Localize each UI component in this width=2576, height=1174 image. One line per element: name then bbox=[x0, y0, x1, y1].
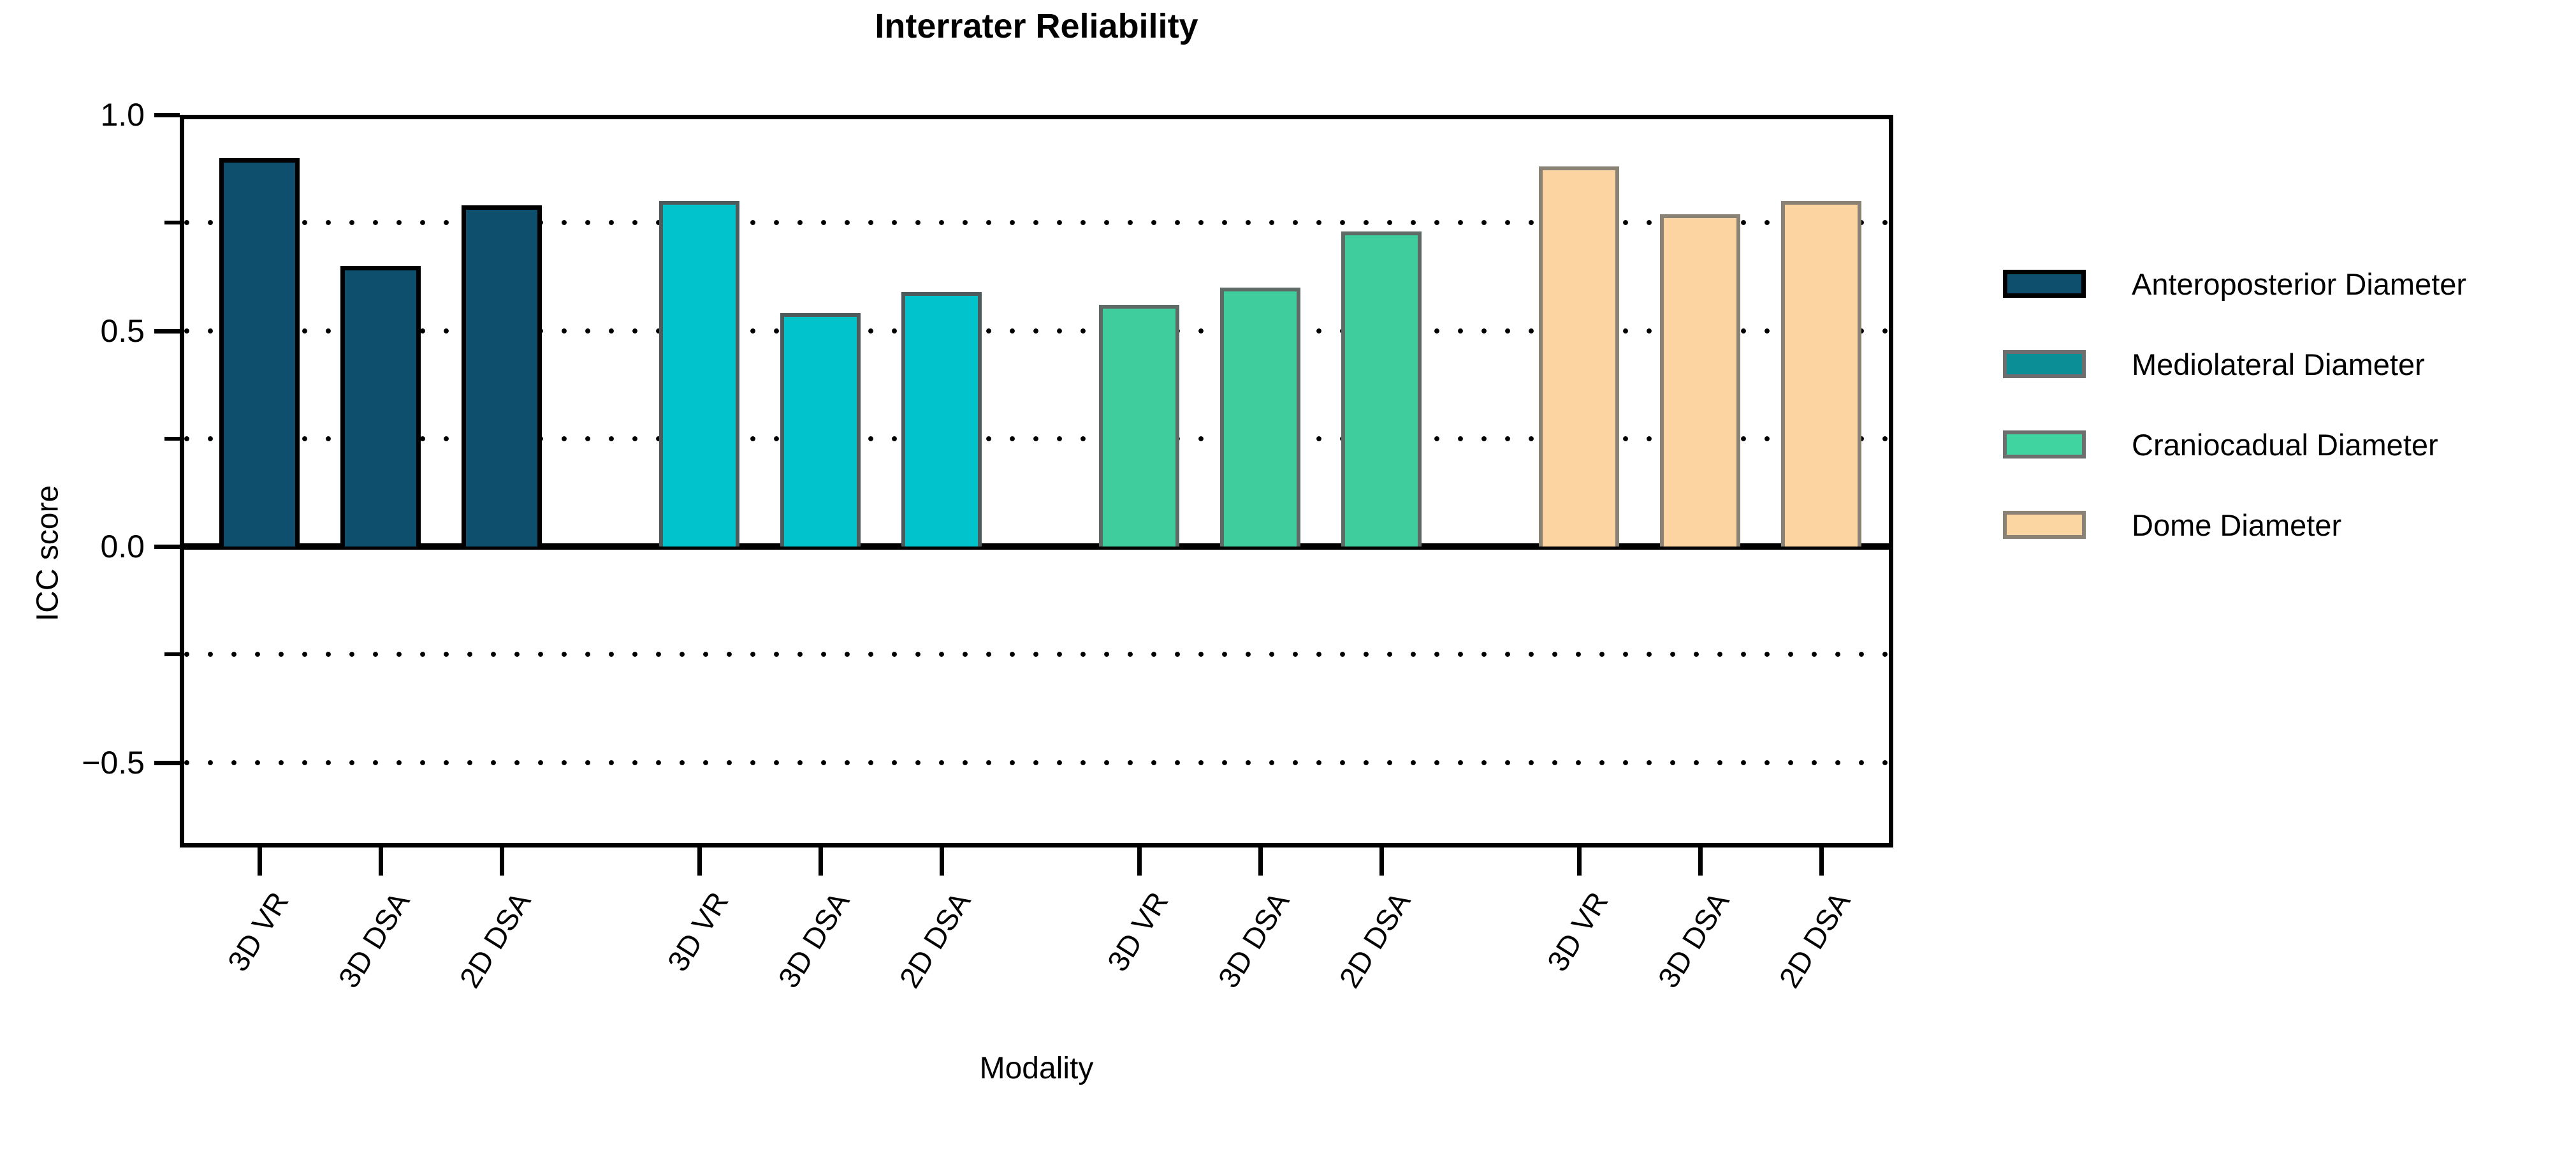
bar-dome-3d-dsa bbox=[1660, 214, 1740, 547]
x-axis-title: Modality bbox=[979, 1052, 1094, 1085]
legend-label: Craniocadual Diameter bbox=[2132, 427, 2438, 462]
bar-dome-2d-dsa bbox=[1781, 201, 1861, 547]
x-tick-1-0 bbox=[697, 847, 702, 876]
chart-figure: Interrater Reliability ICC score Modalit… bbox=[31, 7, 2467, 1085]
y-minor-tick-0.25 bbox=[164, 436, 180, 441]
x-tick-2-0 bbox=[1137, 847, 1142, 876]
chart-title: Interrater Reliability bbox=[875, 7, 1198, 45]
bar-mediolateral-3d-vr bbox=[659, 201, 739, 547]
bar-mediolateral-3d-dsa bbox=[780, 313, 861, 547]
bar-mediolateral-2d-dsa bbox=[901, 291, 982, 547]
x-tick-3-1 bbox=[1698, 847, 1703, 876]
gridline--0.25 bbox=[184, 652, 1889, 657]
bar-anteroposterior-3d-vr bbox=[219, 158, 300, 547]
legend-item-dome-diameter: Dome Diameter bbox=[2003, 496, 2341, 554]
x-tick-2-1 bbox=[1258, 847, 1263, 876]
legend-label: Dome Diameter bbox=[2132, 508, 2342, 542]
gridline--0.5 bbox=[184, 759, 1889, 765]
bar-craniocadual-2d-dsa bbox=[1341, 231, 1422, 547]
gridline-0.5 bbox=[184, 328, 1889, 334]
bar-anteroposterior-2d-dsa bbox=[462, 205, 542, 547]
x-tick-1-2 bbox=[940, 847, 944, 876]
legend-label: Mediolateral Diameter bbox=[2132, 347, 2425, 381]
legend-swatch-icon bbox=[2003, 270, 2086, 298]
y-major-tick-1 bbox=[154, 113, 180, 117]
legend-item-craniocadual-diameter: Craniocadual Diameter bbox=[2003, 416, 2438, 473]
bar-craniocadual-3d-dsa bbox=[1220, 287, 1300, 547]
zero-baseline bbox=[180, 543, 1893, 550]
legend-swatch-icon bbox=[2003, 511, 2086, 539]
gridline-0.25 bbox=[184, 436, 1889, 441]
legend-swatch-icon bbox=[2003, 350, 2086, 378]
x-tick-3-0 bbox=[1577, 847, 1582, 876]
x-tick-3-2 bbox=[1819, 847, 1824, 876]
x-tick-1-1 bbox=[819, 847, 823, 876]
y-tick-label-0.5: 0.5 bbox=[100, 312, 145, 349]
y-tick-label-1: 1.0 bbox=[100, 97, 145, 133]
y-minor-tick--0.25 bbox=[164, 652, 180, 657]
bar-dome-3d-vr bbox=[1539, 166, 1619, 547]
x-tick-2-2 bbox=[1379, 847, 1384, 876]
legend-label: Anteroposterior Diameter bbox=[2132, 267, 2467, 301]
x-tick-0-1 bbox=[379, 847, 383, 876]
legend-item-anteroposterior-diameter: Anteroposterior Diameter bbox=[2003, 255, 2466, 312]
legend-swatch-icon bbox=[2003, 430, 2086, 459]
x-tick-0-0 bbox=[258, 847, 262, 876]
y-minor-tick-0.75 bbox=[164, 221, 180, 225]
y-major-tick-0 bbox=[154, 545, 180, 549]
legend-item-mediolateral-diameter: Mediolateral Diameter bbox=[2003, 335, 2425, 393]
y-tick-label--0.5: −0.5 bbox=[82, 744, 145, 781]
y-tick-label-0: 0.0 bbox=[100, 529, 145, 564]
gridline-0.75 bbox=[184, 220, 1889, 226]
y-major-tick-0.5 bbox=[154, 328, 180, 334]
x-tick-0-2 bbox=[500, 847, 504, 876]
bar-craniocadual-3d-vr bbox=[1099, 304, 1179, 547]
y-major-tick--0.5 bbox=[154, 760, 180, 765]
bar-anteroposterior-3d-dsa bbox=[340, 265, 421, 547]
